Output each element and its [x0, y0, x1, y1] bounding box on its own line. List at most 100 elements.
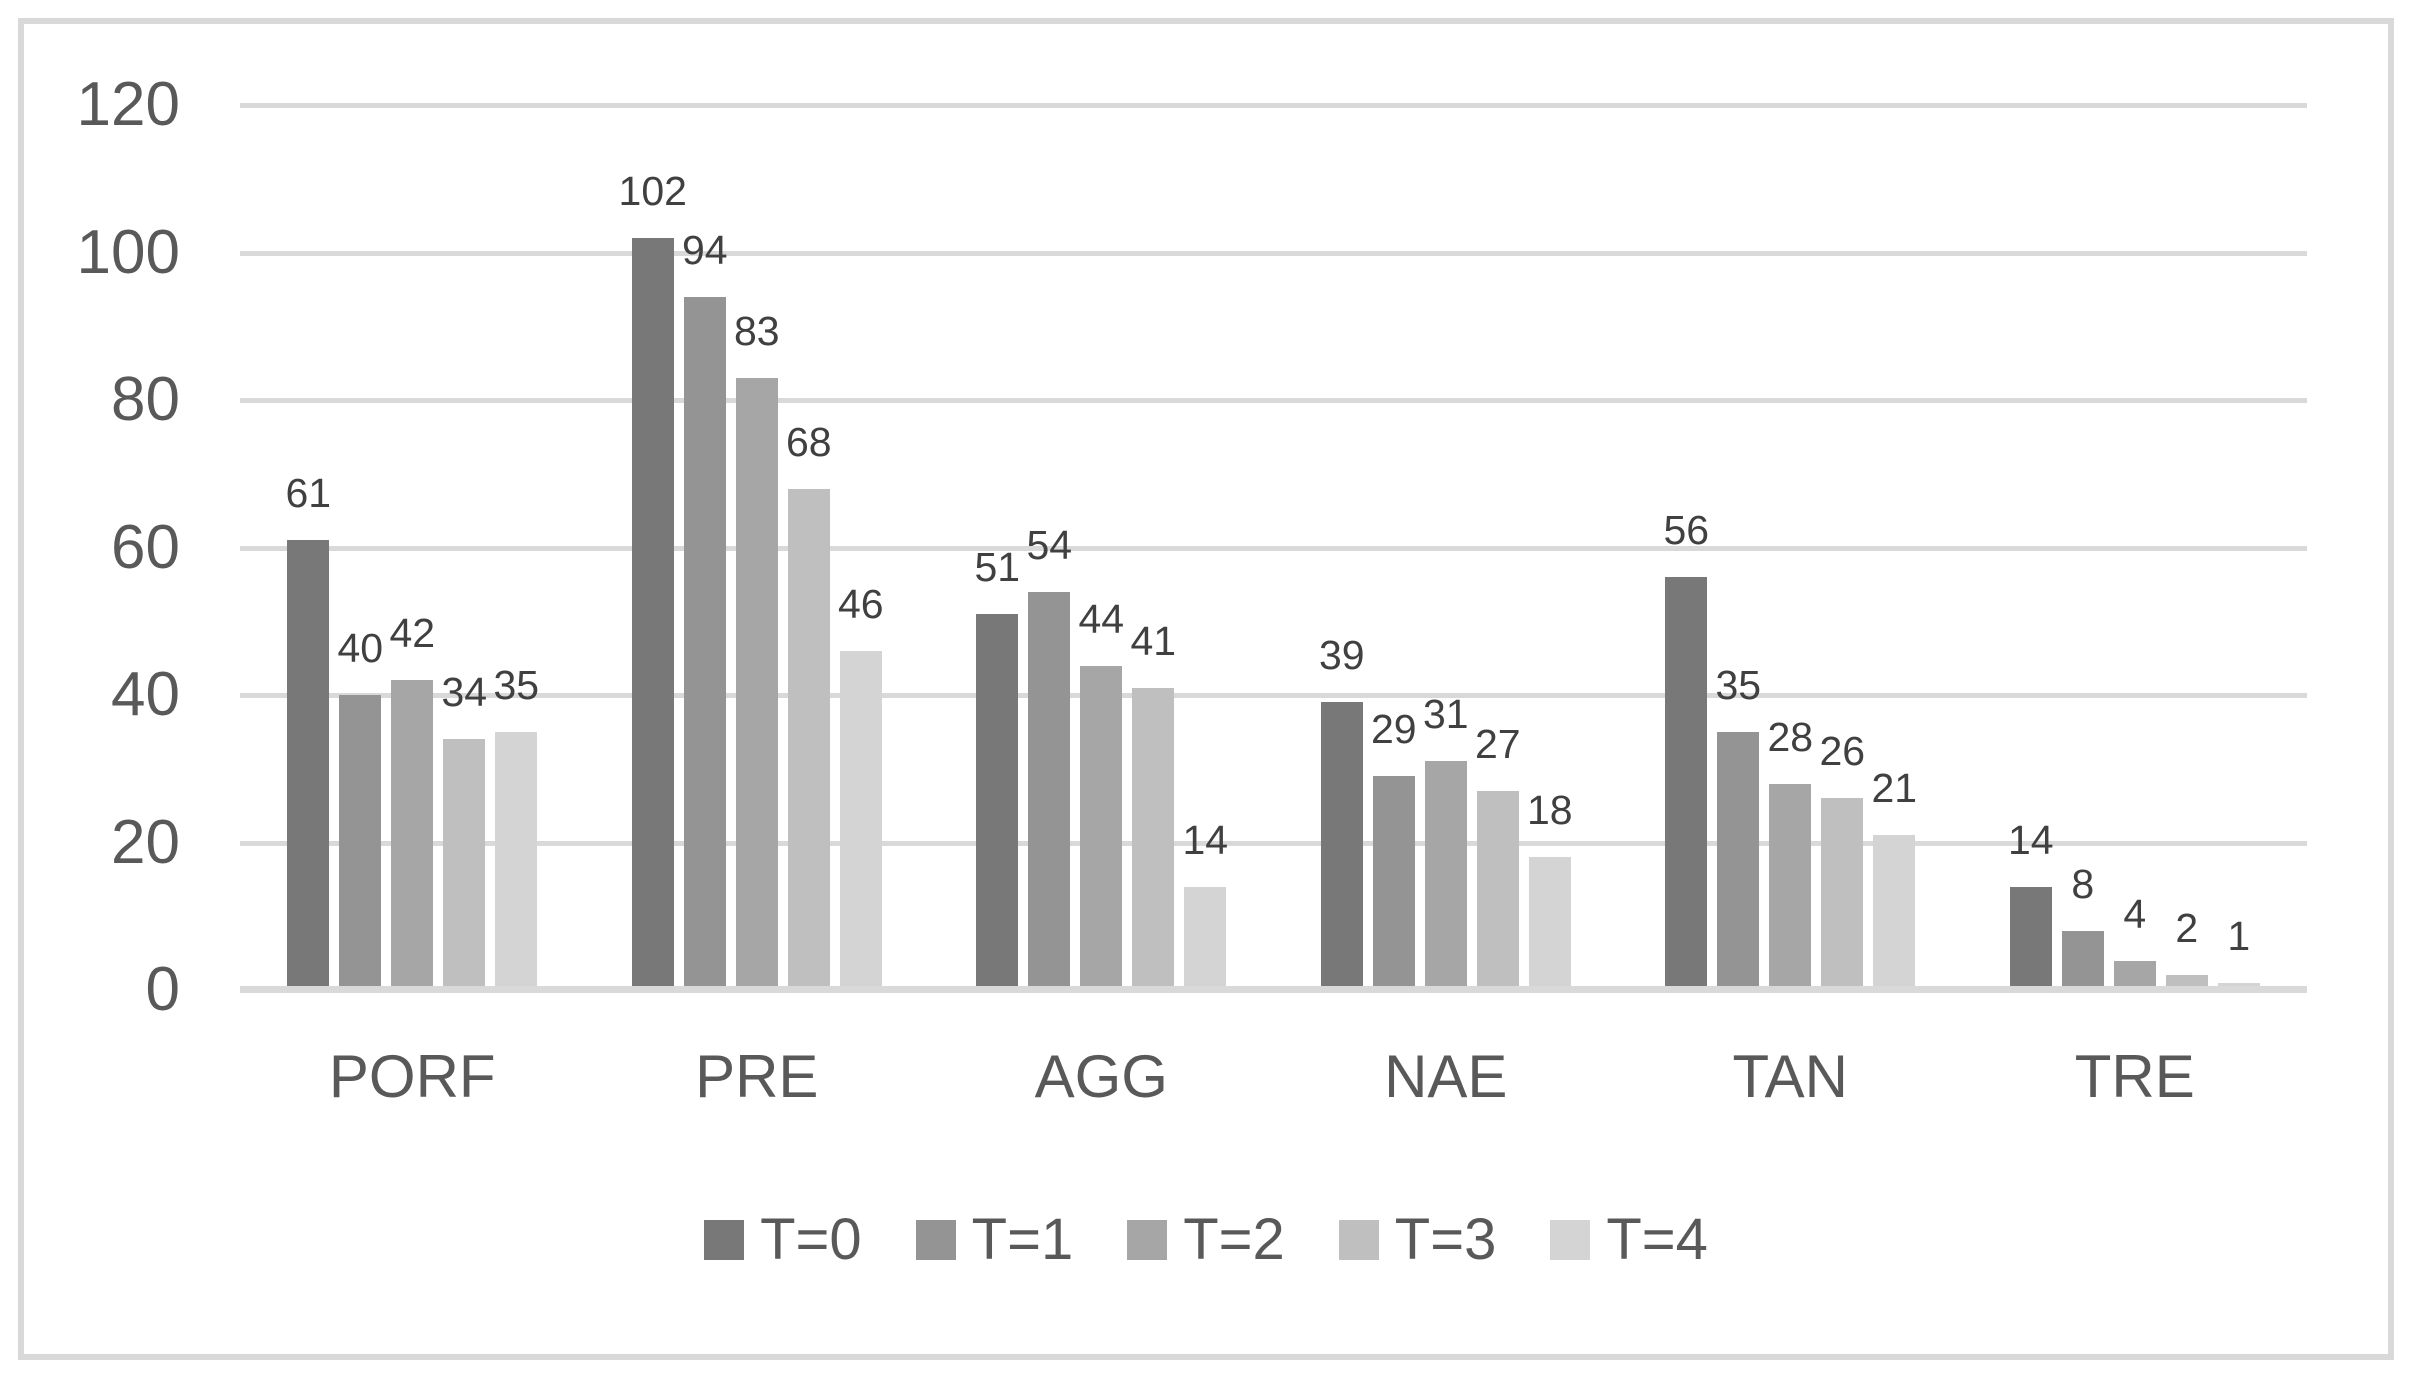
legend-swatch-icon — [1338, 1220, 1379, 1260]
bar-pre-t1: 94 — [682, 229, 728, 990]
data-label-nae-t0: 39 — [1318, 632, 1365, 679]
bar-tan-t0: 56 — [1663, 510, 1709, 990]
y-axis-tick-label-100: 100 — [76, 217, 180, 287]
legend-swatch-icon — [915, 1220, 956, 1260]
bar-agg-t1: 54 — [1026, 524, 1072, 990]
data-label-tan-t0: 56 — [1663, 507, 1710, 553]
bar-group-nae: 39 29 31 27 18 — [1274, 105, 1619, 990]
x-axis-category-label-tre: TRE — [2074, 1043, 2195, 1110]
bar-group-porf: 61 40 42 34 35 — [240, 105, 585, 990]
bar-group-tre: 14 8 4 2 1 — [1963, 105, 2308, 990]
data-label-tre-t0: 14 — [2007, 816, 2054, 863]
data-label-tan-t3: 26 — [1819, 728, 1866, 775]
data-label-tan-t2: 28 — [1767, 713, 1814, 760]
data-label-tre-t2: 4 — [2123, 890, 2147, 937]
bar-group-pre: 102 94 83 68 46 — [585, 105, 930, 990]
bar-porf-t4: 35 — [493, 664, 539, 990]
bar-porf-t1: 40 — [337, 628, 383, 990]
bar-tre-t0: 14 — [2008, 819, 2054, 990]
data-label-porf-t1: 40 — [337, 625, 384, 671]
bar-nae-t1: 29 — [1371, 709, 1417, 990]
gridline-y-20 — [240, 840, 2307, 846]
y-axis-tick-label-60: 60 — [111, 512, 180, 582]
bar-pre-t4: 46 — [838, 583, 884, 990]
data-label-porf-t3: 34 — [441, 669, 488, 716]
y-axis-tick-label-80: 80 — [111, 365, 180, 434]
plot-area: 61 40 42 34 35 102 94 83 68 46 51 54 44 41 14 39 29 31 27 1… — [240, 103, 2307, 993]
bar-pre-t3: 68 — [786, 421, 832, 990]
data-label-porf-t4: 35 — [493, 661, 540, 708]
bar-porf-t0: 61 — [285, 473, 331, 990]
bar-group-agg: 51 54 44 41 14 — [929, 105, 1274, 990]
data-label-pre-t4: 46 — [837, 580, 884, 627]
data-label-pre-t2: 83 — [733, 307, 780, 354]
bar-group-tan: 56 35 28 26 21 — [1618, 105, 1963, 990]
legend-item-t3: T=3 — [1338, 1207, 1497, 1272]
legend-label: T=0 — [760, 1207, 862, 1272]
data-label-tre-t3: 2 — [2175, 905, 2199, 952]
y-axis-tick-label-120: 120 — [76, 70, 180, 139]
bar-agg-t4: 14 — [1182, 819, 1228, 990]
bar-porf-t3: 34 — [441, 672, 487, 990]
bar-tan-t2: 28 — [1767, 716, 1813, 990]
bar-pre-t2: 83 — [734, 310, 780, 990]
legend-item-t2: T=2 — [1127, 1211, 1285, 1269]
data-label-agg-t2: 44 — [1078, 595, 1125, 642]
legend-item-t0: T=0 — [704, 1211, 862, 1269]
legend-label: T=3 — [1394, 1207, 1497, 1272]
legend-swatch-icon — [1550, 1220, 1591, 1260]
bar-tan-t4: 21 — [1871, 768, 1917, 990]
bar-tan-t3: 26 — [1819, 731, 1865, 990]
legend-label: T=4 — [1606, 1207, 1708, 1272]
bar-tre-t1: 8 — [2061, 864, 2104, 990]
gridline-y-80 — [240, 398, 2307, 403]
data-label-porf-t2: 42 — [389, 610, 436, 657]
data-label-nae-t4: 18 — [1526, 787, 1573, 834]
gridline-y-100 — [240, 250, 2307, 256]
data-label-nae-t2: 31 — [1422, 691, 1469, 738]
x-axis-category-label-pre: PRE — [695, 1043, 819, 1110]
x-axis-category-label-agg: AGG — [1034, 1043, 1168, 1110]
data-label-pre-t3: 68 — [785, 418, 832, 465]
legend-item-t4: T=4 — [1550, 1211, 1708, 1269]
legend-label: T=2 — [1183, 1207, 1285, 1272]
x-axis-category-label-tan: TAN — [1732, 1043, 1849, 1110]
data-label-tan-t4: 21 — [1871, 765, 1918, 812]
legend-label: T=1 — [971, 1207, 1074, 1272]
data-label-agg-t3: 41 — [1130, 617, 1177, 664]
legend-swatch-icon — [704, 1220, 745, 1260]
bar-agg-t3: 41 — [1130, 620, 1176, 990]
y-axis-tick-label-40: 40 — [111, 660, 180, 729]
gridline-y-60 — [240, 545, 2307, 551]
legend-item-t1: T=1 — [915, 1207, 1074, 1272]
x-axis-category-label-nae: NAE — [1384, 1043, 1508, 1110]
legend-swatch-icon — [1127, 1220, 1168, 1260]
data-label-nae-t3: 27 — [1474, 720, 1521, 767]
bar-tan-t1: 35 — [1715, 664, 1761, 990]
bar-nae-t4: 18 — [1527, 790, 1573, 990]
bar-tre-t2: 4 — [2113, 893, 2156, 990]
data-label-tre-t1: 8 — [2071, 861, 2095, 907]
bar-nae-t0: 39 — [1319, 635, 1365, 990]
data-label-tre-t4: 1 — [2227, 912, 2251, 959]
bar-groups-container: 61 40 42 34 35 102 94 83 68 46 51 54 44 41 14 39 29 31 27 1… — [240, 105, 2307, 990]
bar-agg-t0: 51 — [974, 546, 1020, 990]
gridline-y-40 — [240, 693, 2307, 698]
data-label-pre-t1: 94 — [681, 226, 728, 273]
data-label-agg-t4: 14 — [1182, 816, 1229, 863]
bar-nae-t2: 31 — [1423, 694, 1469, 990]
y-axis-tick-label-0: 0 — [145, 955, 180, 1024]
y-axis-tick-label-20: 20 — [111, 807, 180, 877]
bar-pre-t0: 102 — [619, 170, 687, 990]
data-label-porf-t0: 61 — [285, 470, 332, 517]
bar-porf-t2: 42 — [389, 613, 435, 990]
chart-legend: T=0 T=1 T=2 T=3 T=4 — [0, 1206, 2412, 1274]
x-axis-line — [240, 986, 2307, 993]
gridline-y-120 — [240, 103, 2307, 108]
data-label-pre-t0: 102 — [618, 167, 687, 214]
data-label-agg-t0: 51 — [974, 543, 1021, 590]
bar-nae-t3: 27 — [1475, 723, 1521, 990]
data-label-agg-t1: 54 — [1026, 521, 1073, 568]
data-label-tan-t1: 35 — [1715, 661, 1762, 708]
